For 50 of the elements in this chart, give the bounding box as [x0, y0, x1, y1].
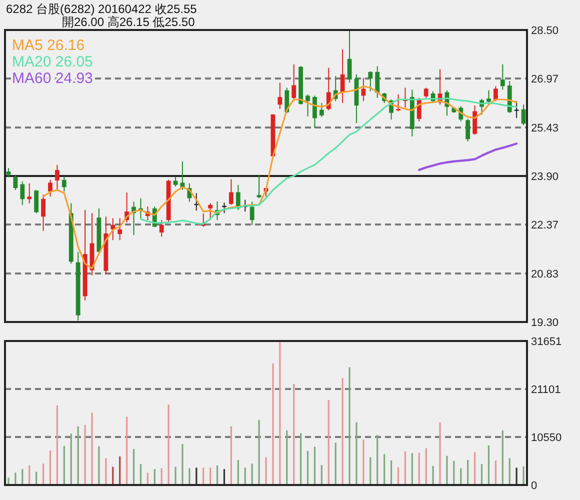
candlestick [361, 77, 366, 102]
text: MA20 26.05 [12, 54, 93, 70]
candlestick [20, 180, 25, 206]
candlestick [62, 176, 66, 192]
candlestick [472, 105, 477, 136]
candlestick [27, 182, 32, 204]
candlestick [256, 174, 262, 199]
y-tick-label: 22.37 [531, 219, 559, 232]
y-tick-label: 10550 [531, 432, 562, 444]
candlestick [159, 220, 164, 238]
candlestick [500, 64, 505, 90]
candlestick [306, 94, 310, 117]
y-tick-label: 25.43 [531, 122, 559, 134]
candlestick [319, 102, 324, 118]
candlestick [229, 178, 234, 206]
candlestick [110, 218, 116, 241]
candlestick [424, 87, 428, 98]
candlestick [312, 95, 317, 129]
line-series [418, 142, 518, 172]
y-tick-label: 23.90 [531, 170, 559, 183]
chart-subtitle: 開26.00 高26.15 低25.50 [62, 15, 196, 29]
candlestick [208, 202, 213, 221]
candlestick [493, 86, 498, 102]
y-tick-label: 31651 [531, 336, 562, 348]
y-tick-label: 0 [531, 480, 538, 492]
candlestick [326, 67, 331, 111]
candlestick [41, 194, 46, 232]
candlestick [292, 64, 296, 102]
candlestick [55, 164, 60, 190]
candlestick [466, 118, 470, 142]
candlestick [396, 94, 400, 112]
candlestick [340, 48, 345, 104]
candlestick [250, 201, 254, 226]
candlestick [375, 66, 380, 98]
chart-title: 6282 台股(6282) 20160422 收25.55 [6, 2, 198, 16]
candlestick [48, 179, 52, 198]
candlestick [278, 82, 282, 110]
y-tick-label: 26.97 [531, 73, 559, 86]
text: MA5 26.16 [12, 37, 85, 54]
y-tick-label: 19.30 [531, 316, 559, 329]
y-tick-label: 21101 [531, 384, 561, 396]
y-tick-label: 20.83 [531, 268, 559, 280]
y-tick-label: 28.50 [531, 24, 559, 37]
candlestick [347, 30, 352, 84]
candlestick [514, 100, 519, 118]
candlestick [486, 90, 491, 104]
candlestick [34, 189, 39, 214]
candlestick [118, 218, 122, 241]
candlestick [13, 174, 18, 190]
candlestick [368, 70, 373, 92]
